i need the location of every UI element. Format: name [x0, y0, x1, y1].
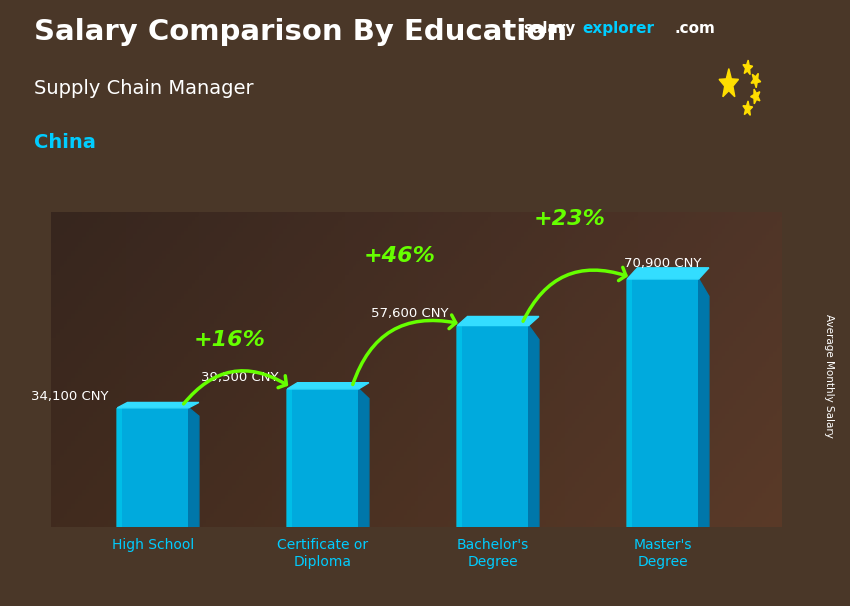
Text: .com: .com	[674, 21, 715, 36]
Polygon shape	[529, 325, 539, 527]
Polygon shape	[751, 89, 760, 104]
Text: +16%: +16%	[194, 330, 265, 350]
Polygon shape	[457, 316, 539, 325]
Text: Salary Comparison By Education: Salary Comparison By Education	[34, 18, 567, 46]
Text: 39,500 CNY: 39,500 CNY	[201, 371, 279, 384]
Polygon shape	[743, 60, 752, 75]
Text: 34,100 CNY: 34,100 CNY	[31, 390, 109, 402]
Text: explorer: explorer	[582, 21, 654, 36]
Polygon shape	[699, 279, 709, 527]
Bar	[627, 279, 699, 527]
Text: Average Monthly Salary: Average Monthly Salary	[824, 314, 834, 438]
Bar	[287, 389, 359, 527]
Polygon shape	[627, 268, 709, 279]
Bar	[626, 279, 632, 527]
Bar	[116, 408, 122, 527]
Polygon shape	[117, 402, 199, 408]
Bar	[286, 389, 292, 527]
Polygon shape	[743, 101, 752, 115]
Text: 57,600 CNY: 57,600 CNY	[371, 307, 449, 321]
Polygon shape	[189, 408, 199, 527]
Text: +46%: +46%	[364, 245, 435, 265]
Bar	[117, 408, 189, 527]
Polygon shape	[751, 73, 761, 88]
Text: +23%: +23%	[534, 210, 605, 230]
Polygon shape	[359, 389, 369, 527]
Text: 70,900 CNY: 70,900 CNY	[624, 257, 702, 270]
Polygon shape	[287, 383, 369, 389]
Bar	[456, 325, 462, 527]
Text: Supply Chain Manager: Supply Chain Manager	[34, 79, 253, 98]
Text: China: China	[34, 133, 96, 152]
Text: salary: salary	[523, 21, 575, 36]
Polygon shape	[719, 68, 739, 97]
Bar	[457, 325, 529, 527]
